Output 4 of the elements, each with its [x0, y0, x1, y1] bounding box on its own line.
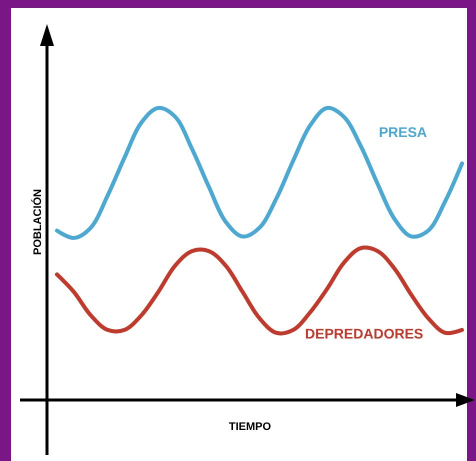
series-label: PRESA [378, 124, 428, 140]
y-axis-title: POBLACIÓN [31, 188, 44, 255]
x-axis-title: TIEMPO [228, 421, 272, 433]
series-label: DEPREDADORES [305, 326, 424, 342]
